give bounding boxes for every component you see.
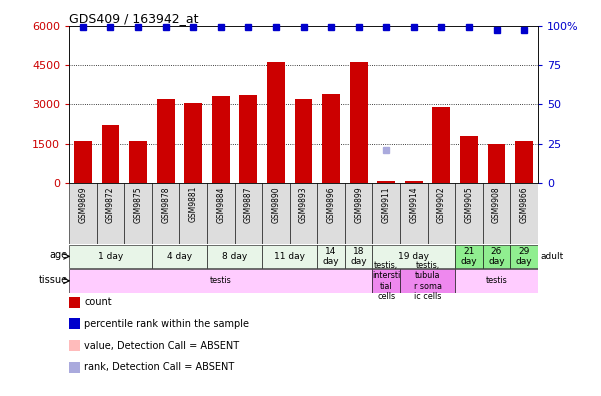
FancyBboxPatch shape: [317, 245, 345, 268]
Bar: [185, 103, 202, 183]
Text: GSM9866: GSM9866: [520, 186, 529, 223]
FancyBboxPatch shape: [69, 245, 152, 268]
Text: GSM9881: GSM9881: [189, 186, 198, 223]
Bar: [322, 94, 340, 183]
FancyBboxPatch shape: [455, 183, 483, 244]
FancyBboxPatch shape: [483, 245, 510, 268]
Text: GSM9869: GSM9869: [78, 186, 87, 223]
FancyBboxPatch shape: [207, 183, 234, 244]
Text: GSM9896: GSM9896: [326, 186, 335, 223]
Text: GSM9899: GSM9899: [354, 186, 363, 223]
FancyBboxPatch shape: [538, 245, 566, 268]
FancyBboxPatch shape: [180, 183, 207, 244]
FancyBboxPatch shape: [373, 245, 455, 268]
Bar: [487, 144, 505, 183]
Text: 8 day: 8 day: [222, 252, 247, 261]
Text: age: age: [50, 250, 68, 260]
Text: GSM9872: GSM9872: [106, 186, 115, 223]
FancyBboxPatch shape: [373, 183, 400, 244]
Bar: [515, 141, 533, 183]
Text: adult: adult: [540, 252, 563, 261]
Text: rank, Detection Call = ABSENT: rank, Detection Call = ABSENT: [84, 362, 234, 373]
Text: 11 day: 11 day: [274, 252, 305, 261]
FancyBboxPatch shape: [234, 183, 262, 244]
FancyBboxPatch shape: [290, 183, 317, 244]
Text: 21
day: 21 day: [460, 247, 477, 266]
FancyBboxPatch shape: [510, 245, 538, 268]
Text: count: count: [84, 297, 112, 307]
Bar: [405, 181, 423, 183]
FancyBboxPatch shape: [510, 183, 538, 244]
FancyBboxPatch shape: [373, 269, 400, 293]
FancyBboxPatch shape: [207, 245, 262, 268]
Text: GSM9878: GSM9878: [161, 186, 170, 223]
Text: GSM9908: GSM9908: [492, 186, 501, 223]
Text: GSM9887: GSM9887: [244, 186, 253, 223]
FancyBboxPatch shape: [400, 269, 455, 293]
Bar: [350, 63, 368, 183]
Text: testis: testis: [210, 276, 231, 285]
FancyBboxPatch shape: [455, 269, 538, 293]
Text: GSM9875: GSM9875: [133, 186, 142, 223]
Text: percentile rank within the sample: percentile rank within the sample: [84, 319, 249, 329]
Bar: [377, 181, 395, 183]
FancyBboxPatch shape: [124, 183, 152, 244]
FancyBboxPatch shape: [262, 183, 290, 244]
Text: GSM9884: GSM9884: [216, 186, 225, 223]
Bar: [74, 141, 92, 183]
FancyBboxPatch shape: [400, 183, 427, 244]
Text: value, Detection Call = ABSENT: value, Detection Call = ABSENT: [84, 341, 239, 351]
FancyBboxPatch shape: [97, 183, 124, 244]
Bar: [432, 107, 450, 183]
FancyBboxPatch shape: [262, 245, 317, 268]
FancyBboxPatch shape: [69, 183, 97, 244]
Bar: [102, 125, 120, 183]
Text: 4 day: 4 day: [167, 252, 192, 261]
Text: 1 day: 1 day: [98, 252, 123, 261]
FancyBboxPatch shape: [152, 183, 180, 244]
Text: testis: testis: [486, 276, 507, 285]
FancyBboxPatch shape: [152, 245, 207, 268]
Text: GSM9914: GSM9914: [409, 186, 418, 223]
Text: testis,
tubula
r soma
ic cells: testis, tubula r soma ic cells: [413, 261, 442, 301]
Text: GDS409 / 163942_at: GDS409 / 163942_at: [69, 11, 198, 25]
FancyBboxPatch shape: [455, 245, 483, 268]
Text: 14
day: 14 day: [323, 247, 340, 266]
Bar: [294, 99, 313, 183]
Bar: [129, 141, 147, 183]
Text: GSM9893: GSM9893: [299, 186, 308, 223]
Text: 19 day: 19 day: [398, 252, 429, 261]
Text: GSM9890: GSM9890: [272, 186, 281, 223]
FancyBboxPatch shape: [427, 183, 455, 244]
Text: GSM9911: GSM9911: [382, 186, 391, 223]
Bar: [460, 136, 478, 183]
Bar: [267, 63, 285, 183]
Text: 26
day: 26 day: [488, 247, 505, 266]
FancyBboxPatch shape: [483, 183, 510, 244]
Text: 29
day: 29 day: [516, 247, 532, 266]
Bar: [239, 95, 257, 183]
Text: GSM9905: GSM9905: [465, 186, 474, 223]
Bar: [157, 99, 174, 183]
FancyBboxPatch shape: [345, 183, 373, 244]
Text: tissue: tissue: [38, 274, 68, 285]
FancyBboxPatch shape: [69, 269, 373, 293]
Text: GSM9902: GSM9902: [437, 186, 446, 223]
Text: testis,
intersti
tial
cells: testis, intersti tial cells: [372, 261, 400, 301]
FancyBboxPatch shape: [345, 245, 373, 268]
Text: 18
day: 18 day: [350, 247, 367, 266]
FancyBboxPatch shape: [317, 183, 345, 244]
Bar: [212, 97, 230, 183]
